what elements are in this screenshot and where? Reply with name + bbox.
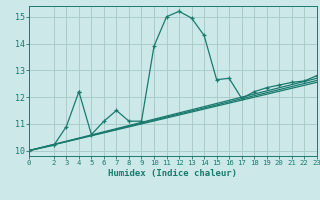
X-axis label: Humidex (Indice chaleur): Humidex (Indice chaleur) (108, 169, 237, 178)
